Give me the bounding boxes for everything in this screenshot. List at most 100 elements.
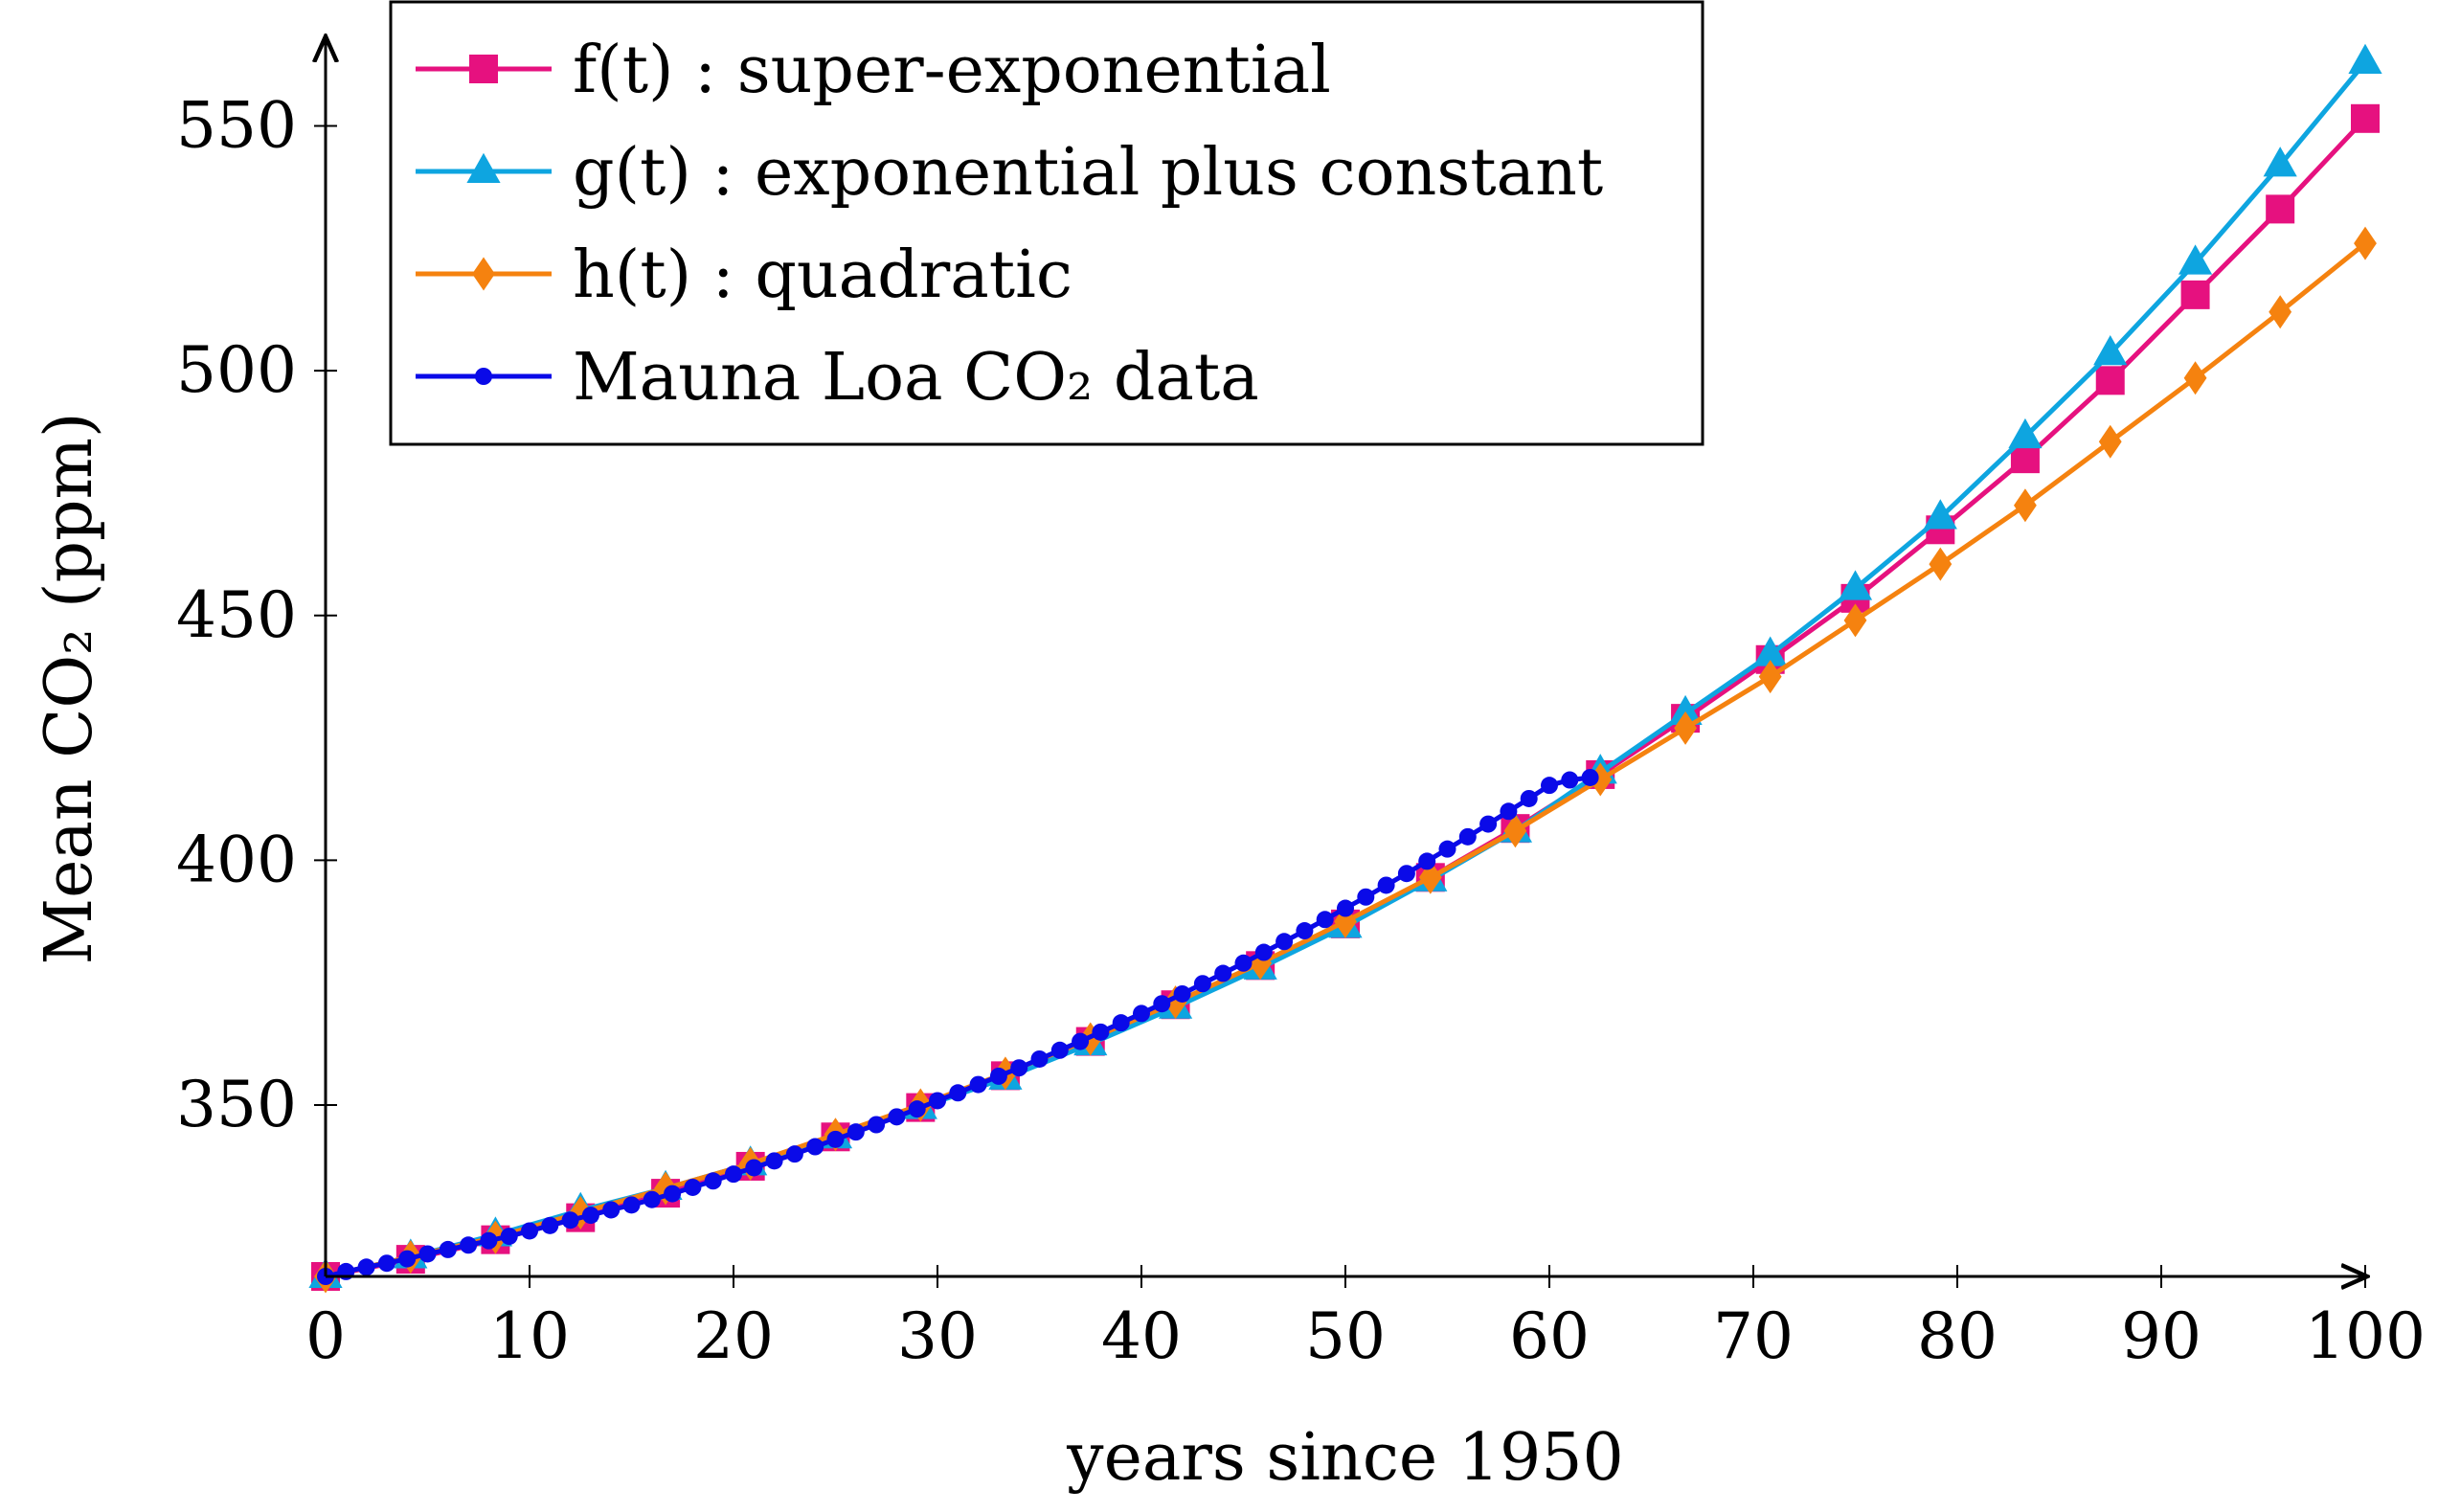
dot-marker xyxy=(1050,1041,1069,1059)
dot-marker xyxy=(806,1138,824,1156)
triangle-marker xyxy=(2263,147,2297,177)
dot-marker xyxy=(1234,954,1253,972)
dot-marker xyxy=(1153,995,1171,1013)
square-marker xyxy=(2095,366,2125,395)
series-line xyxy=(325,775,1591,1279)
y-tick-label: 550 xyxy=(176,88,297,162)
y-tick-label: 350 xyxy=(176,1068,297,1141)
square-marker xyxy=(2010,444,2040,474)
dot-marker xyxy=(929,1092,946,1110)
y-tick-label: 450 xyxy=(176,578,297,652)
diamond-marker xyxy=(1929,547,1953,581)
dot-marker xyxy=(1541,777,1558,795)
y-axis-label: Mean CO₂ (ppm) xyxy=(32,412,107,964)
legend-item: Mauna Loa CO₂ data xyxy=(416,340,1259,416)
dot-marker xyxy=(1581,768,1599,786)
dot-marker xyxy=(664,1185,682,1203)
dot-marker xyxy=(541,1216,559,1234)
dot-marker xyxy=(561,1211,579,1230)
dot-marker xyxy=(908,1100,926,1118)
dot-marker xyxy=(785,1145,803,1163)
triangle-marker xyxy=(2348,43,2382,74)
dot-marker xyxy=(1275,933,1294,951)
dot-marker xyxy=(1397,865,1415,883)
dot-marker xyxy=(1214,964,1232,982)
square-marker xyxy=(2180,280,2210,309)
dot-marker xyxy=(989,1067,1007,1085)
dot-marker xyxy=(622,1196,641,1214)
diamond-marker xyxy=(1418,860,1442,894)
dot-marker xyxy=(1561,771,1579,789)
dot-marker xyxy=(1010,1059,1028,1077)
dot-marker xyxy=(602,1201,621,1219)
legend-label: Mauna Loa CO₂ data xyxy=(573,340,1259,416)
x-tick-label: 0 xyxy=(305,1299,346,1373)
legend-item: f(t) : super-exponential xyxy=(416,33,1331,108)
x-tick-label: 70 xyxy=(1713,1299,1794,1373)
triangle-marker xyxy=(1753,636,1788,666)
dot-marker xyxy=(1133,1004,1150,1023)
dot-marker xyxy=(969,1075,987,1094)
x-tick-label: 50 xyxy=(1305,1299,1386,1373)
legend-label: h(t) : quadratic xyxy=(573,237,1072,313)
x-tick-label: 80 xyxy=(1917,1299,1998,1373)
triangle-marker xyxy=(466,152,501,183)
dot-marker xyxy=(1296,922,1314,940)
dot-marker xyxy=(1520,789,1538,807)
dot-marker xyxy=(725,1165,742,1184)
triangle-marker xyxy=(2008,417,2043,449)
series-4 xyxy=(317,768,1599,1285)
dot-marker xyxy=(684,1178,702,1196)
triangle-marker xyxy=(1923,499,1957,530)
x-tick-label: 40 xyxy=(1101,1299,1182,1373)
triangle-marker xyxy=(2178,244,2213,275)
dot-marker xyxy=(1112,1014,1130,1032)
dot-marker xyxy=(521,1222,538,1240)
dot-marker xyxy=(1072,1032,1090,1050)
dot-marker xyxy=(765,1152,783,1170)
dot-marker xyxy=(1254,943,1273,961)
triangle-marker xyxy=(2093,335,2128,366)
triangle-marker xyxy=(1668,694,1703,726)
dot-marker xyxy=(1030,1049,1049,1068)
dot-marker xyxy=(704,1172,722,1190)
dot-marker xyxy=(480,1231,498,1250)
dot-marker xyxy=(1500,802,1518,821)
dot-marker xyxy=(1479,815,1498,833)
dot-marker xyxy=(1458,827,1477,846)
x-tick-label: 10 xyxy=(489,1299,570,1373)
dot-marker xyxy=(439,1240,457,1258)
dot-marker xyxy=(581,1207,599,1225)
tick-labels: 0 10 20 30 40 50 60 70 80 90 100 350 400 450 500 550 xyxy=(176,88,2426,1373)
y-tick-label: 500 xyxy=(176,333,297,407)
x-tick-label: 20 xyxy=(693,1299,774,1373)
dot-marker xyxy=(377,1254,395,1273)
x-axis-label: years since 1950 xyxy=(1066,1420,1624,1496)
diamond-marker xyxy=(2014,488,2037,523)
dot-marker xyxy=(1377,876,1395,894)
dot-marker xyxy=(1193,975,1211,993)
dot-marker xyxy=(745,1159,763,1177)
legend-item: h(t) : quadratic xyxy=(416,237,1072,313)
diamond-marker xyxy=(472,257,495,291)
square-marker xyxy=(469,55,498,83)
x-tick-label: 100 xyxy=(2305,1299,2426,1373)
diamond-marker xyxy=(2098,424,2122,459)
dot-marker xyxy=(418,1245,437,1263)
dot-marker xyxy=(1337,899,1354,917)
dot-marker xyxy=(1418,852,1436,870)
dot-marker xyxy=(1316,911,1334,929)
diamond-marker xyxy=(1674,711,1697,745)
diamond-marker xyxy=(2354,226,2377,260)
x-tick-label: 60 xyxy=(1509,1299,1590,1373)
legend-item: g(t) : exponential plus constant xyxy=(416,135,1603,211)
legend: f(t) : super-exponential g(t) : exponenti… xyxy=(389,0,1704,446)
x-tick-label: 30 xyxy=(897,1299,978,1373)
dot-marker xyxy=(475,368,492,385)
dot-marker xyxy=(1357,888,1375,906)
dot-marker xyxy=(1173,984,1191,1003)
dot-marker xyxy=(643,1190,661,1208)
diamond-marker xyxy=(1843,603,1867,638)
